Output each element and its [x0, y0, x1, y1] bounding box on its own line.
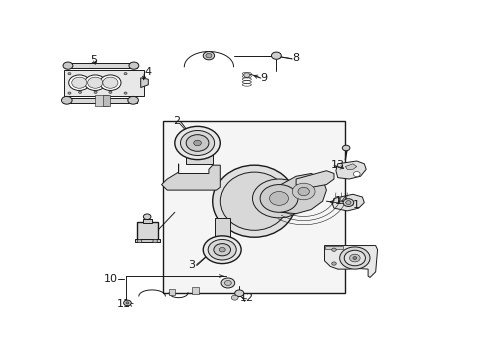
- Circle shape: [271, 52, 281, 59]
- Circle shape: [331, 248, 336, 251]
- Circle shape: [102, 77, 118, 88]
- Text: 11: 11: [117, 299, 130, 309]
- Circle shape: [94, 91, 97, 93]
- Circle shape: [175, 126, 220, 159]
- Circle shape: [61, 96, 72, 104]
- Ellipse shape: [220, 172, 288, 230]
- Polygon shape: [296, 171, 333, 189]
- Circle shape: [349, 254, 359, 262]
- Text: 10: 10: [103, 274, 117, 284]
- Circle shape: [79, 91, 81, 93]
- Text: 13: 13: [330, 160, 344, 170]
- Bar: [214, 218, 229, 243]
- Circle shape: [129, 62, 139, 69]
- Circle shape: [68, 73, 71, 75]
- Circle shape: [224, 280, 231, 285]
- Circle shape: [124, 92, 127, 94]
- Circle shape: [260, 185, 297, 212]
- Text: 2: 2: [173, 116, 180, 126]
- Circle shape: [352, 257, 356, 260]
- Text: 15: 15: [345, 249, 359, 259]
- Circle shape: [193, 140, 201, 146]
- Circle shape: [213, 244, 230, 256]
- Bar: [65, 63, 137, 68]
- Circle shape: [292, 183, 314, 200]
- Circle shape: [203, 236, 241, 264]
- Text: 6: 6: [99, 96, 106, 107]
- Bar: [137, 222, 158, 240]
- Polygon shape: [345, 164, 356, 169]
- Circle shape: [221, 278, 234, 288]
- Polygon shape: [331, 194, 364, 211]
- Circle shape: [84, 75, 105, 90]
- Text: 1: 1: [352, 201, 359, 210]
- Circle shape: [342, 145, 349, 151]
- Circle shape: [353, 172, 359, 176]
- Ellipse shape: [212, 165, 296, 237]
- Bar: [135, 239, 159, 242]
- Circle shape: [186, 135, 208, 151]
- Text: 3: 3: [188, 260, 195, 270]
- Polygon shape: [324, 246, 377, 278]
- Circle shape: [63, 62, 73, 69]
- Text: 5: 5: [90, 55, 97, 65]
- Circle shape: [87, 77, 102, 88]
- Circle shape: [100, 75, 121, 90]
- Circle shape: [72, 77, 87, 88]
- Circle shape: [109, 91, 112, 93]
- Bar: [102, 95, 109, 105]
- Circle shape: [124, 73, 127, 75]
- Polygon shape: [324, 246, 343, 249]
- Circle shape: [68, 75, 90, 90]
- Polygon shape: [161, 164, 220, 190]
- Text: 14: 14: [334, 196, 348, 206]
- Bar: [186, 147, 212, 164]
- Circle shape: [297, 187, 309, 195]
- Circle shape: [234, 290, 244, 297]
- Circle shape: [123, 300, 131, 306]
- Circle shape: [153, 239, 157, 243]
- Text: 12: 12: [239, 293, 253, 303]
- Circle shape: [143, 214, 151, 220]
- Circle shape: [343, 199, 353, 207]
- Polygon shape: [141, 78, 148, 87]
- Circle shape: [208, 239, 236, 260]
- Polygon shape: [273, 174, 326, 214]
- Circle shape: [205, 53, 211, 58]
- Circle shape: [219, 247, 225, 252]
- Circle shape: [339, 247, 369, 269]
- Text: 9: 9: [260, 73, 267, 83]
- Circle shape: [331, 262, 336, 265]
- Circle shape: [203, 51, 214, 60]
- Circle shape: [344, 250, 365, 266]
- Circle shape: [269, 192, 288, 205]
- Bar: [191, 287, 198, 294]
- Circle shape: [137, 239, 142, 243]
- Text: 4: 4: [143, 67, 151, 77]
- Text: 8: 8: [292, 53, 299, 63]
- Circle shape: [68, 92, 71, 94]
- Bar: [169, 288, 175, 296]
- Bar: [64, 69, 143, 96]
- Circle shape: [244, 73, 249, 77]
- Bar: [63, 98, 137, 103]
- Bar: [163, 121, 345, 293]
- Circle shape: [126, 302, 129, 304]
- Polygon shape: [335, 161, 366, 179]
- Circle shape: [252, 179, 305, 218]
- Circle shape: [127, 96, 138, 104]
- Bar: [142, 219, 152, 223]
- Circle shape: [180, 131, 214, 156]
- Text: 7: 7: [150, 231, 157, 241]
- Circle shape: [345, 201, 350, 204]
- Circle shape: [231, 295, 238, 300]
- Bar: [95, 95, 108, 105]
